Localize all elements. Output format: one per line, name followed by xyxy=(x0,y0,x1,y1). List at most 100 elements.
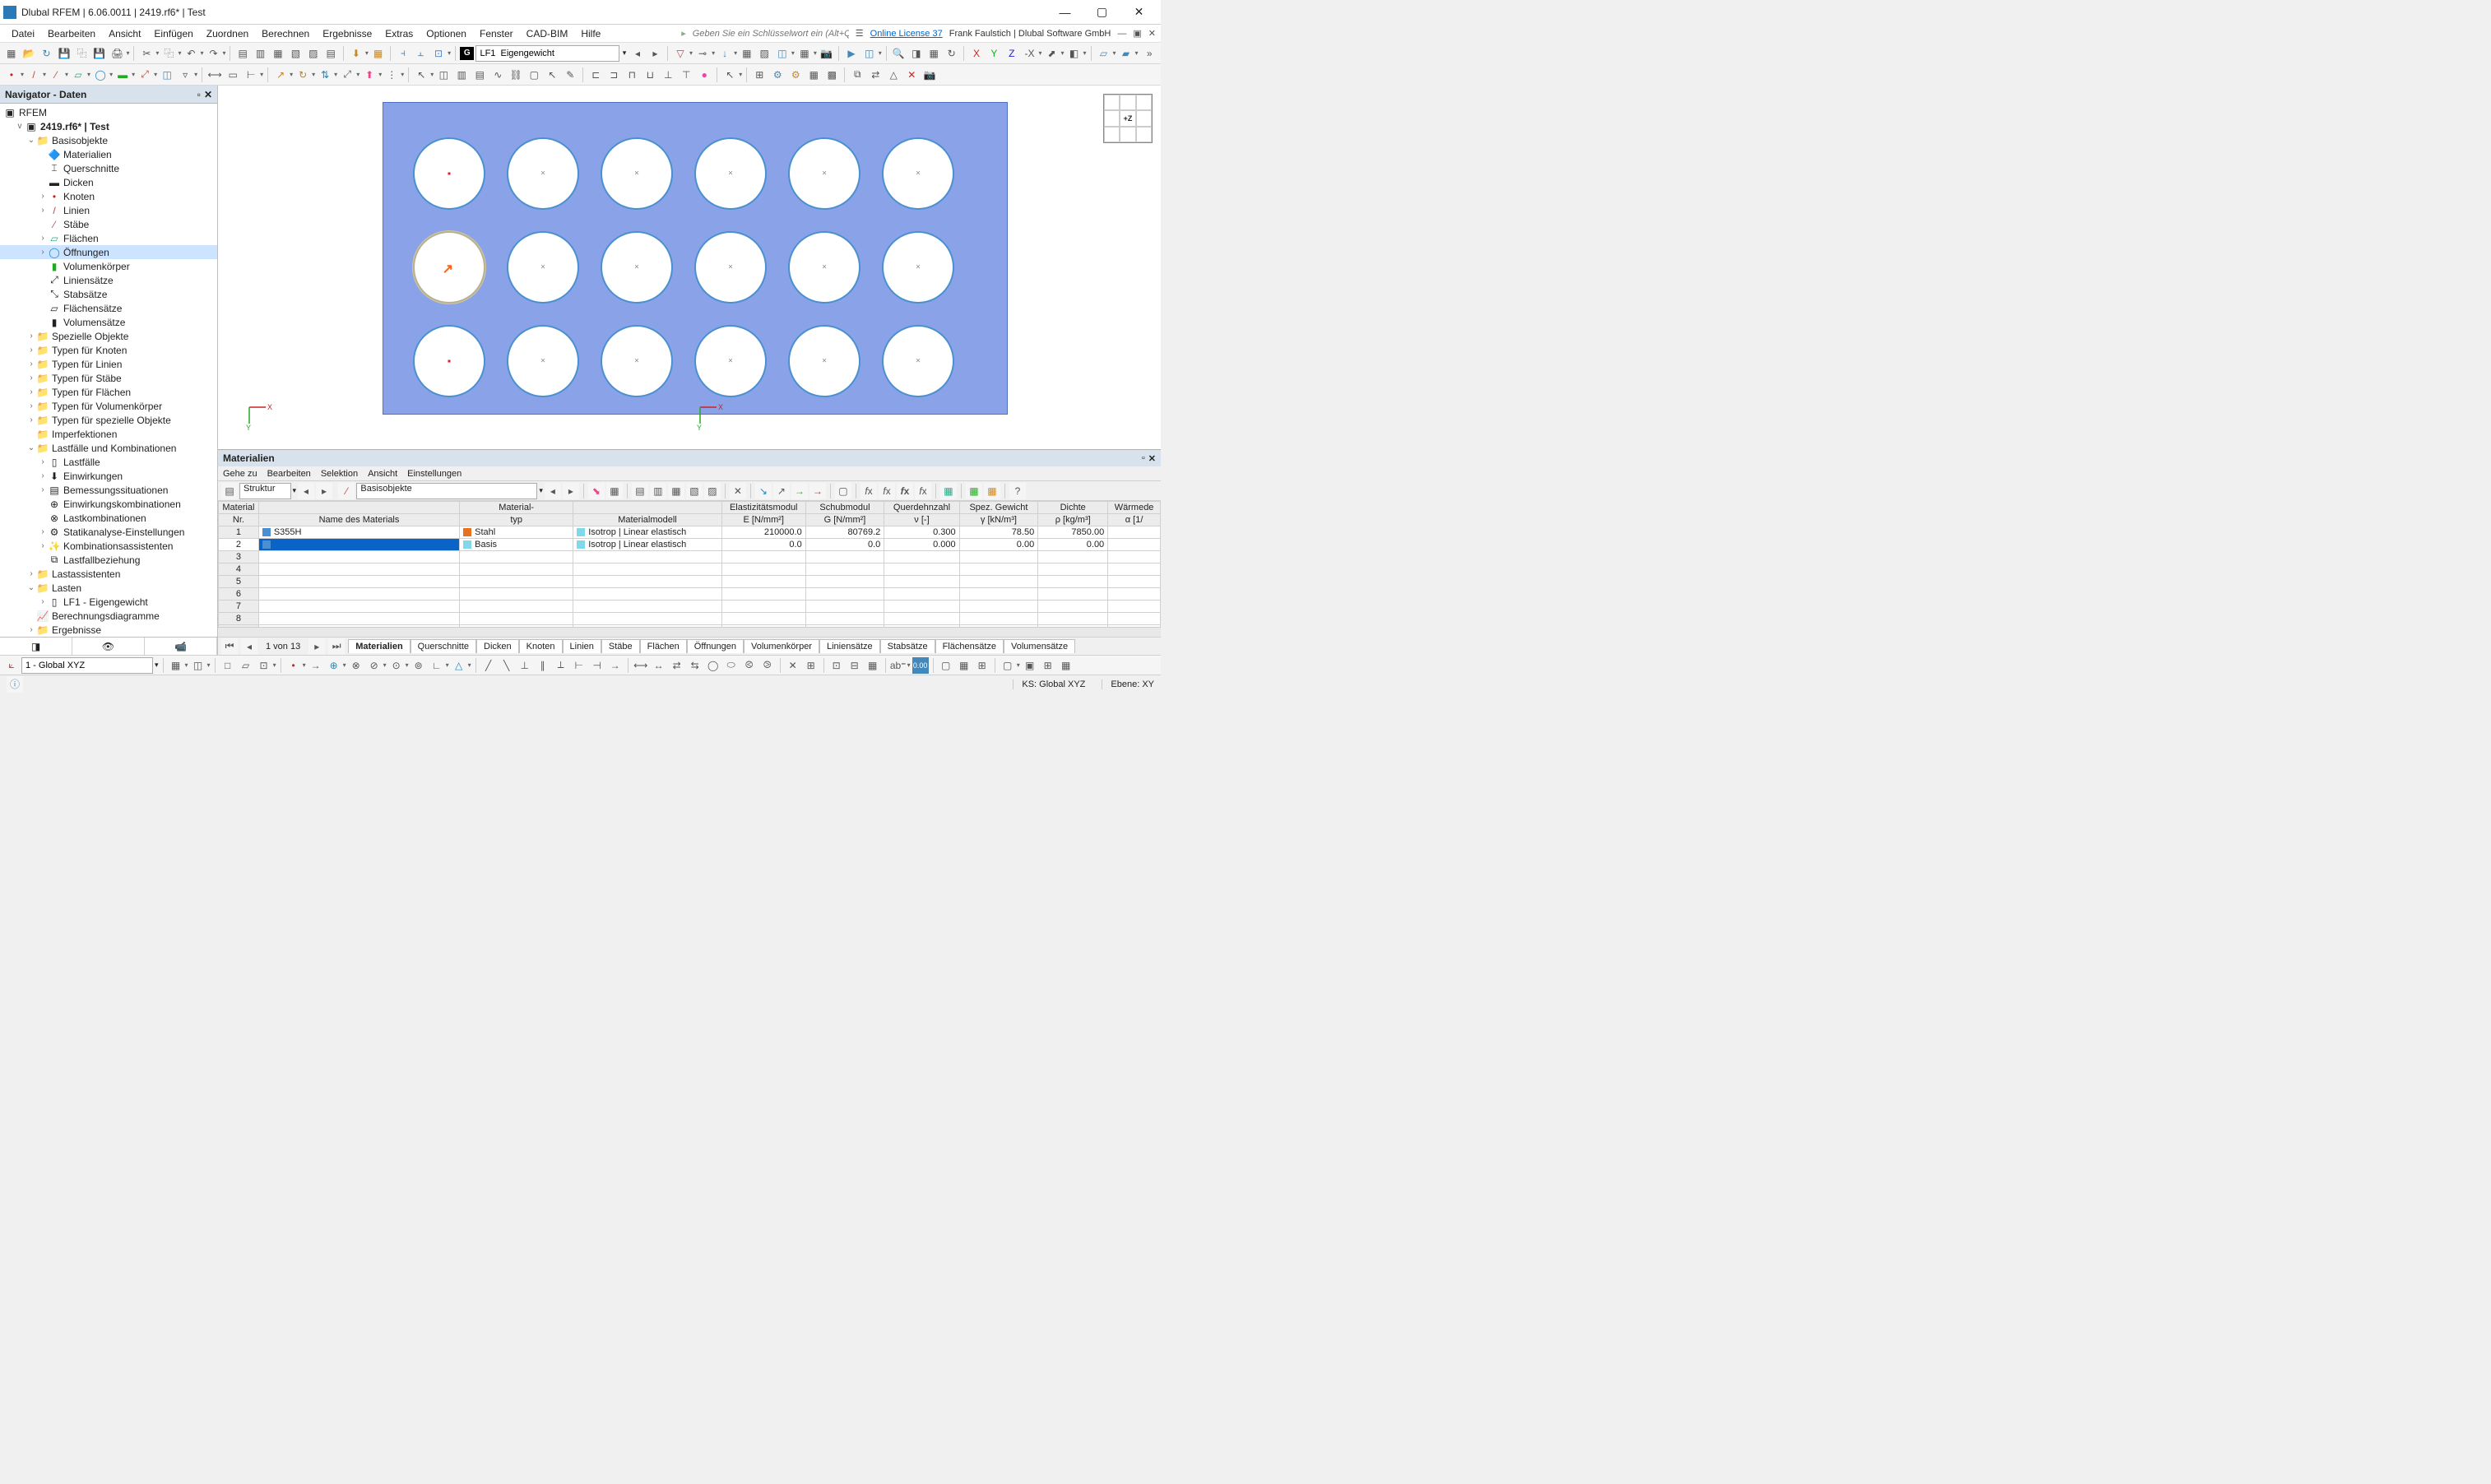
copy-icon[interactable]: ⿻ xyxy=(74,45,90,62)
tree-item[interactable]: ›📁Typen für Flächen xyxy=(0,385,217,399)
open-icon[interactable]: 📂 xyxy=(21,45,36,62)
cam-icon[interactable]: 📷 xyxy=(819,45,834,62)
hole[interactable]: × xyxy=(507,231,579,304)
menu-ergebnisse[interactable]: Ergebnisse xyxy=(316,26,378,41)
lp-help-icon[interactable]: ? xyxy=(1009,483,1026,499)
lp-first-icon[interactable]: ⏮ xyxy=(221,638,238,655)
hole[interactable]: × xyxy=(694,231,767,304)
hole[interactable]: × xyxy=(601,325,673,397)
load-icon[interactable]: ↓ xyxy=(717,45,733,62)
menu-hilfe[interactable]: Hilfe xyxy=(574,26,607,41)
lp-del-icon[interactable]: ✕ xyxy=(730,483,746,499)
table-row[interactable]: 1S355HStahlIsotrop | Linear elastisch210… xyxy=(219,526,1161,539)
pan-icon[interactable]: ▦ xyxy=(926,45,942,62)
spline-icon[interactable]: ∿ xyxy=(489,67,506,83)
model-plate[interactable]: ×××××↗×××××××××× xyxy=(383,102,1008,415)
nav-tab-data[interactable]: ◨ xyxy=(0,638,72,655)
lp-struct-icon[interactable]: ▤ xyxy=(221,483,238,499)
tree-item[interactable]: ›▯LF1 - Eigengewicht xyxy=(0,595,217,609)
mesh-icon[interactable]: ▦ xyxy=(739,45,754,62)
tree-item[interactable]: ▮Volumenkörper xyxy=(0,259,217,273)
lp-fx3-icon[interactable]: fx xyxy=(897,483,913,499)
text-icon[interactable]: ▭ xyxy=(225,67,241,83)
s16-icon[interactable]: ⊣ xyxy=(589,657,605,674)
tree-item[interactable]: ⌄📁Lastfälle und Kombinationen xyxy=(0,441,217,455)
gear2-icon[interactable]: ⚙ xyxy=(787,67,804,83)
s28-icon[interactable]: ⊡ xyxy=(828,657,845,674)
hole[interactable]: × xyxy=(694,325,767,397)
viewport-3d[interactable]: ×××××↗×××××××××× XY XY +Z xyxy=(218,86,1161,449)
h5-icon[interactable]: ⊥ xyxy=(660,67,676,83)
align-v-icon[interactable]: ⫠ xyxy=(413,45,429,62)
table-row[interactable]: 7 xyxy=(219,601,1161,613)
lp-t1-icon[interactable]: ⬊ xyxy=(588,483,605,499)
tree-item[interactable]: 📁Imperfektionen xyxy=(0,427,217,441)
s38-icon[interactable]: ⊞ xyxy=(1040,657,1056,674)
print-icon[interactable]: 🖨 xyxy=(109,45,125,62)
s10-icon[interactable]: ╱ xyxy=(480,657,497,674)
menu-ansicht[interactable]: Ansicht xyxy=(102,26,147,41)
table-row[interactable]: 6 xyxy=(219,588,1161,601)
nav-tab-cam[interactable]: 📹 xyxy=(145,638,217,655)
lower-tab[interactable]: Öffnungen xyxy=(687,639,744,653)
h7-icon[interactable]: ● xyxy=(696,67,712,83)
lower-tab[interactable]: Volumenkörper xyxy=(744,639,819,653)
s12-icon[interactable]: ⊥ xyxy=(517,657,533,674)
divide-icon[interactable]: ⋮ xyxy=(383,67,400,83)
lp-doc-icon[interactable]: ▢ xyxy=(835,483,851,499)
link-icon[interactable]: ⛓ xyxy=(508,67,524,83)
menu-datei[interactable]: Datei xyxy=(5,26,41,41)
select-icon[interactable]: ↖ xyxy=(413,67,429,83)
table-row[interactable]: 2BasisIsotrop | Linear elastisch0.00.00.… xyxy=(219,539,1161,551)
snap3-icon[interactable]: ⊕ xyxy=(326,657,342,674)
lower-tab[interactable]: Knoten xyxy=(519,639,563,653)
s20-icon[interactable]: ⇄ xyxy=(669,657,685,674)
tree-item[interactable]: ▮Volumensätze xyxy=(0,315,217,329)
menu-fenster[interactable]: Fenster xyxy=(473,26,520,41)
snap7-icon[interactable]: ⊚ xyxy=(411,657,427,674)
navigator-tree[interactable]: ▣ RFEM v ▣ 2419.rf6* | Test ⌄📁Basisobjek… xyxy=(0,104,217,637)
hole[interactable] xyxy=(413,325,485,397)
snap4-icon[interactable]: ⊗ xyxy=(348,657,364,674)
tree-item[interactable]: ⧉Lastfallbeziehung xyxy=(0,553,217,567)
table-row[interactable]: 3 xyxy=(219,551,1161,563)
menu-extras[interactable]: Extras xyxy=(378,26,420,41)
lp-combo-struktur[interactable]: Struktur xyxy=(239,483,291,499)
hole[interactable]: × xyxy=(601,137,673,210)
snap9-icon[interactable]: △ xyxy=(451,657,467,674)
lp-prev-icon[interactable]: ◂ xyxy=(298,483,314,499)
s35-icon[interactable]: ⊞ xyxy=(974,657,990,674)
tree-item[interactable]: ›📁Typen für Volumenkörper xyxy=(0,399,217,413)
surface-tool-icon[interactable]: ▱ xyxy=(70,67,86,83)
s30-icon[interactable]: ▦ xyxy=(865,657,881,674)
table-row[interactable]: 8 xyxy=(219,613,1161,625)
view-icon[interactable]: ◧ xyxy=(1066,45,1083,62)
s31-icon[interactable]: ab⁼ xyxy=(890,657,907,674)
move-icon[interactable]: ↗ xyxy=(272,67,289,83)
tree-item[interactable]: ›⬇Einwirkungen xyxy=(0,469,217,483)
axis-xyz-icon[interactable]: ⬈ xyxy=(1044,45,1060,62)
tree-item[interactable]: 🔷Materialien xyxy=(0,147,217,161)
table3-icon[interactable]: ▦ xyxy=(270,45,285,62)
nav-tab-view[interactable]: 👁 xyxy=(72,638,145,655)
s26-icon[interactable]: ✕ xyxy=(785,657,801,674)
lp-menu-item[interactable]: Gehe zu xyxy=(223,469,257,479)
lower-tab[interactable]: Volumensätze xyxy=(1004,639,1075,653)
hole[interactable]: × xyxy=(882,231,954,304)
lp-out-icon[interactable]: → xyxy=(809,483,826,499)
lp-basis-icon[interactable]: ⁄ xyxy=(338,483,355,499)
iso-icon[interactable]: ◨ xyxy=(908,45,924,62)
tree-item[interactable]: ›▱Flächen xyxy=(0,231,217,245)
lp-last-icon[interactable]: ⏭ xyxy=(328,638,345,655)
hole[interactable]: ↗ xyxy=(413,231,485,304)
tree-item[interactable]: ›✨Kombinationsassistenten xyxy=(0,539,217,553)
hole[interactable]: × xyxy=(882,325,954,397)
scale-icon[interactable]: ⤢ xyxy=(339,67,355,83)
flip-icon[interactable]: ⇄ xyxy=(867,67,884,83)
h2-icon[interactable]: ⊐ xyxy=(605,67,622,83)
lp-grid-icon[interactable]: ▦ xyxy=(940,483,957,499)
keyword-search-input[interactable] xyxy=(693,29,849,39)
chart3-icon[interactable]: ▤ xyxy=(471,67,488,83)
loads-icon[interactable]: ⬇ xyxy=(348,45,364,62)
status-info-icon[interactable]: ⓘ xyxy=(7,676,23,693)
